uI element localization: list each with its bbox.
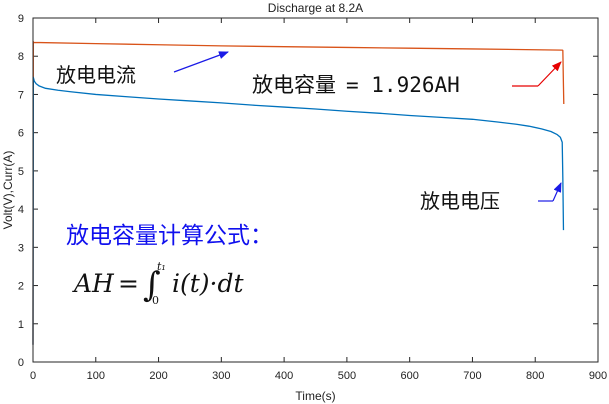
x-tick-label: 400: [275, 370, 293, 382]
current-arrow: [173, 51, 229, 73]
capacity-value: = 1.926AH: [346, 73, 460, 97]
formula-heading: 放电容量计算公式：: [66, 223, 273, 249]
x-tick-label: 900: [589, 370, 607, 382]
plot-area: [33, 18, 598, 362]
annotation-capacity: 放电容量 = 1.926AH: [252, 73, 460, 97]
capacity-label: 放电容量: [252, 73, 336, 97]
x-tick-label: 500: [338, 370, 356, 382]
voltage-arrow: [552, 182, 562, 202]
y-tick-label: 1: [18, 319, 24, 331]
chart-title: Discharge at 8.2A: [268, 1, 363, 15]
annotation-discharge-voltage: 放电电压: [420, 189, 500, 213]
y-tick-label: 2: [18, 281, 24, 293]
capacity-arrow: [537, 61, 562, 87]
formula-lhs: AH: [72, 269, 115, 298]
formula-upper-limit: t₁: [157, 260, 166, 273]
x-tick-label: 0: [30, 370, 36, 382]
y-tick-label: 4: [18, 204, 24, 216]
annotation-discharge-current: 放电电流: [56, 63, 136, 87]
y-tick-label: 7: [18, 89, 24, 101]
x-tick-label: 800: [526, 370, 544, 382]
current-series-line: [32, 41, 565, 345]
voltage-series-line: [32, 76, 565, 345]
x-axis-label: Time(s): [295, 389, 335, 403]
y-axis-label: Volt(V),Curr(A): [1, 151, 15, 230]
x-tick-label: 200: [149, 370, 167, 382]
x-tick-label: 100: [87, 370, 105, 382]
x-tick-label: 600: [400, 370, 418, 382]
formula-equals: =: [118, 269, 139, 298]
x-tick-label: 700: [463, 370, 481, 382]
formula-lower-limit: 0: [152, 294, 159, 307]
y-tick-label: 0: [18, 357, 24, 369]
y-tick-label: 9: [18, 13, 24, 25]
integral-sign: ∫: [143, 265, 161, 305]
x-tick-label: 300: [212, 370, 230, 382]
capacity-formula: AH = ∫ t₁ 0 i(t)·dt: [72, 260, 244, 307]
plot-frame: [32, 17, 599, 363]
y-tick-label: 6: [18, 128, 24, 140]
y-tick-label: 8: [18, 51, 24, 63]
y-tick-label: 5: [18, 166, 24, 178]
formula-integrand: i(t)·dt: [172, 269, 244, 298]
y-tick-label: 3: [18, 242, 24, 254]
